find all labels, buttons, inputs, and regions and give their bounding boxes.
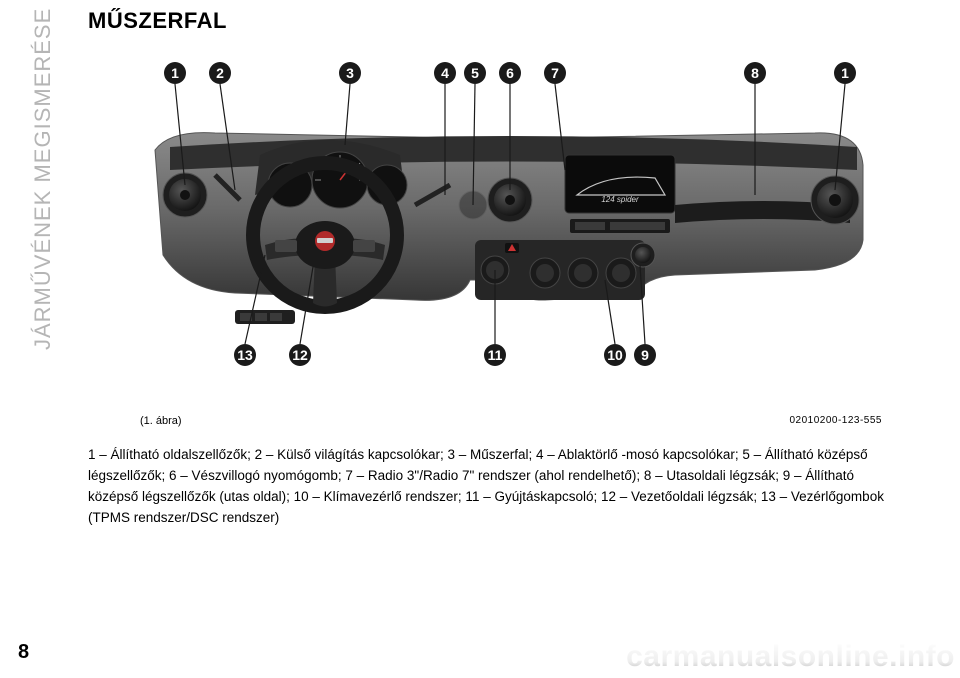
callout-number: 2 (216, 65, 224, 81)
manual-page: JÁRMŰVÉNEK MEGISMERÉSE MŰSZERFAL (0, 0, 960, 678)
callout-number: 3 (346, 65, 354, 81)
section-title-vertical: JÁRMŰVÉNEK MEGISMERÉSE (30, 8, 56, 350)
callout-number: 11 (488, 347, 503, 363)
watermark-text: carmanualsonline.info (626, 640, 955, 673)
callout-number: 13 (237, 347, 253, 363)
callout-number: 12 (292, 347, 308, 363)
callout-number: 8 (751, 65, 759, 81)
callout-number: 1 (171, 65, 179, 81)
callout-number: 5 (471, 65, 479, 81)
callout-number: 4 (441, 65, 449, 81)
figure-caption: (1. ábra) (140, 415, 182, 427)
watermark: carmanualsonline.info (360, 608, 960, 678)
infotainment-model-label: 124 spider (601, 195, 639, 204)
figure-code: 02010200-123-555 (789, 415, 882, 426)
figure-legend: 1 – Állítható oldalszellőzők; 2 – Külső … (88, 445, 888, 529)
callout-number: 7 (551, 65, 559, 81)
page-heading: MŰSZERFAL (88, 8, 227, 34)
page-number: 8 (18, 641, 29, 664)
callout-number: 1 (841, 65, 849, 81)
dashboard-figure: 124 spider (115, 55, 895, 395)
callout-number: 6 (506, 65, 514, 81)
callout-number: 9 (641, 347, 649, 363)
callout-number: 10 (607, 347, 623, 363)
